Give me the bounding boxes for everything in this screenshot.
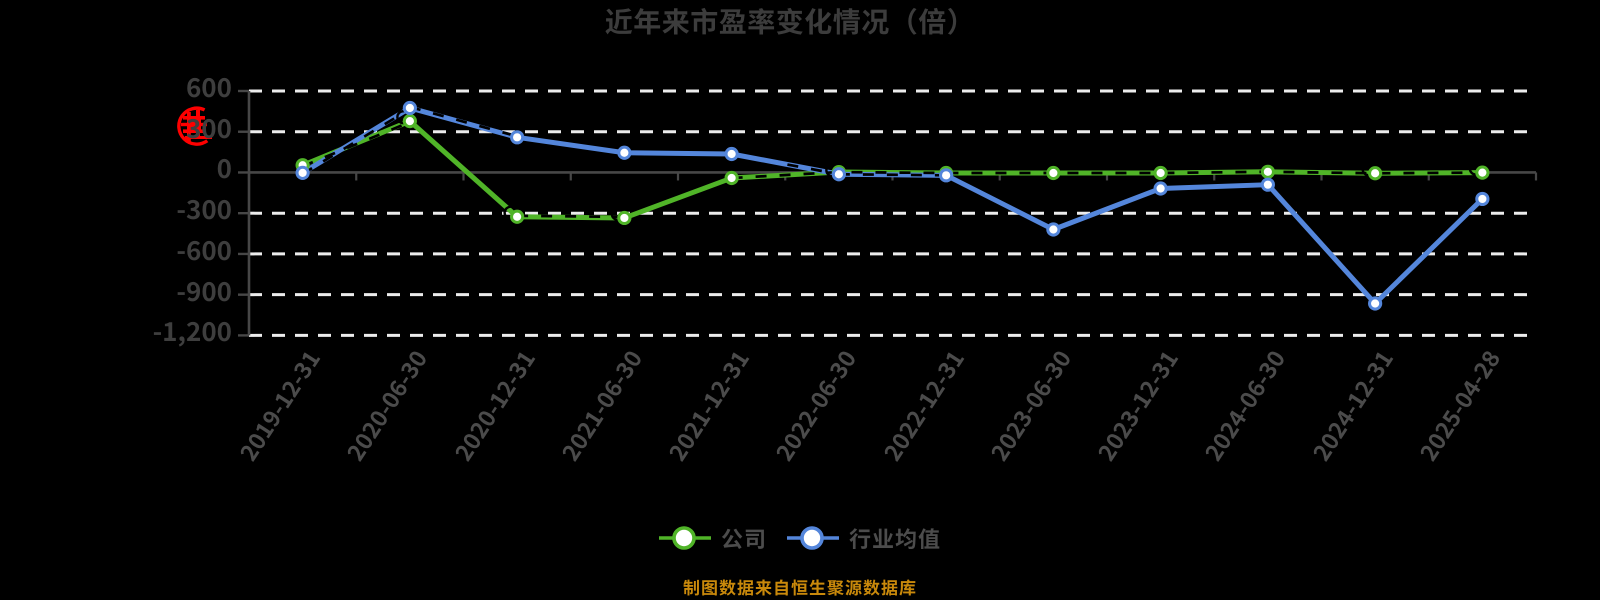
y-tick-label: -1,200 (152, 312, 232, 350)
data-point-industry (1153, 181, 1168, 196)
data-point-company (510, 209, 525, 224)
data-point-industry (831, 167, 846, 182)
y-tick-label: -900 (176, 271, 232, 309)
data-point-industry (295, 165, 310, 180)
legend-label-company: 公司 (720, 522, 767, 554)
legend-item-industry: 行业均值 (787, 522, 941, 554)
legend-marker-industry-icon (787, 526, 839, 550)
y-tick-label: 300 (185, 108, 232, 146)
legend-label-industry: 行业均值 (849, 522, 942, 554)
data-point-industry (1046, 222, 1061, 237)
data-point-company (1153, 165, 1168, 181)
line-shadow-artifact (517, 214, 625, 219)
chart-title: 近年来市盈率变化情况（倍） (604, 1, 976, 41)
data-point-industry (617, 145, 632, 160)
line-shadow-artifact (409, 105, 518, 138)
y-tick-label: -300 (176, 190, 232, 228)
y-tick-label: 0 (216, 149, 232, 187)
data-point-industry (1368, 296, 1383, 311)
data-point-industry (510, 130, 525, 145)
data-point-company (1046, 165, 1061, 181)
data-point-company (617, 210, 632, 226)
data-point-company (724, 170, 739, 186)
data-point-company (1260, 164, 1275, 179)
data-point-industry (1475, 191, 1490, 207)
data-point-company (1368, 166, 1383, 181)
data-point-industry (724, 146, 739, 162)
data-point-industry (1260, 177, 1275, 192)
data-point-company (402, 114, 417, 129)
line-shadow-artifact (838, 172, 947, 177)
series-line-industry (301, 105, 1485, 306)
y-tick-label: -600 (176, 230, 232, 268)
data-point-industry (939, 168, 954, 183)
legend: 公司 行业均值 (0, 518, 1600, 558)
y-tick-label: 600 (185, 68, 232, 105)
series-line-company (301, 118, 1483, 221)
data-point-company (1475, 165, 1490, 180)
red-seal-watermark-icon (177, 106, 212, 146)
legend-marker-company-icon (658, 526, 711, 550)
data-point-industry (402, 100, 417, 116)
data-source-note: 制图数据来自恒生聚源数据库 (683, 574, 917, 599)
legend-item-company: 公司 (658, 522, 767, 554)
line-shadow-artifact (787, 163, 840, 176)
line-shadow-artifact (302, 120, 411, 168)
line-shadow-artifact (731, 170, 1483, 180)
line-shadow-artifact (301, 107, 411, 176)
